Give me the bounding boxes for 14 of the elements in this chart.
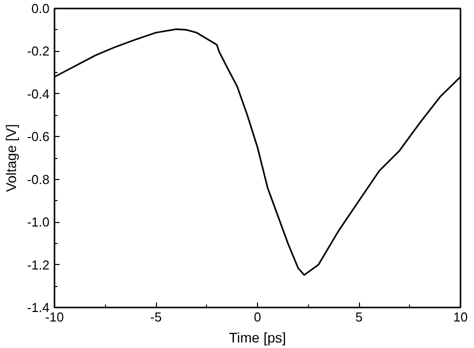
y-axis-title: Voltage [V] [3,124,20,192]
x-axis-title: Time [ps] [228,330,286,346]
y-tick-label: -1.0 [27,214,50,230]
y-tick-label: -0.8 [27,172,50,187]
y-tick-label: -0.6 [27,129,50,144]
x-tick-label: -5 [150,310,162,324]
y-tick-label: -0.2 [27,44,50,59]
y-tick-label: -1.2 [27,257,50,272]
y-tick-label: 0.0 [31,1,50,16]
y-tick-label: -0.4 [27,86,50,102]
x-tick-label: 0 [254,310,262,324]
x-tick-label: 5 [355,310,363,324]
y-tick-label: -1.4 [27,300,50,315]
x-tick-label: 10 [453,310,468,324]
